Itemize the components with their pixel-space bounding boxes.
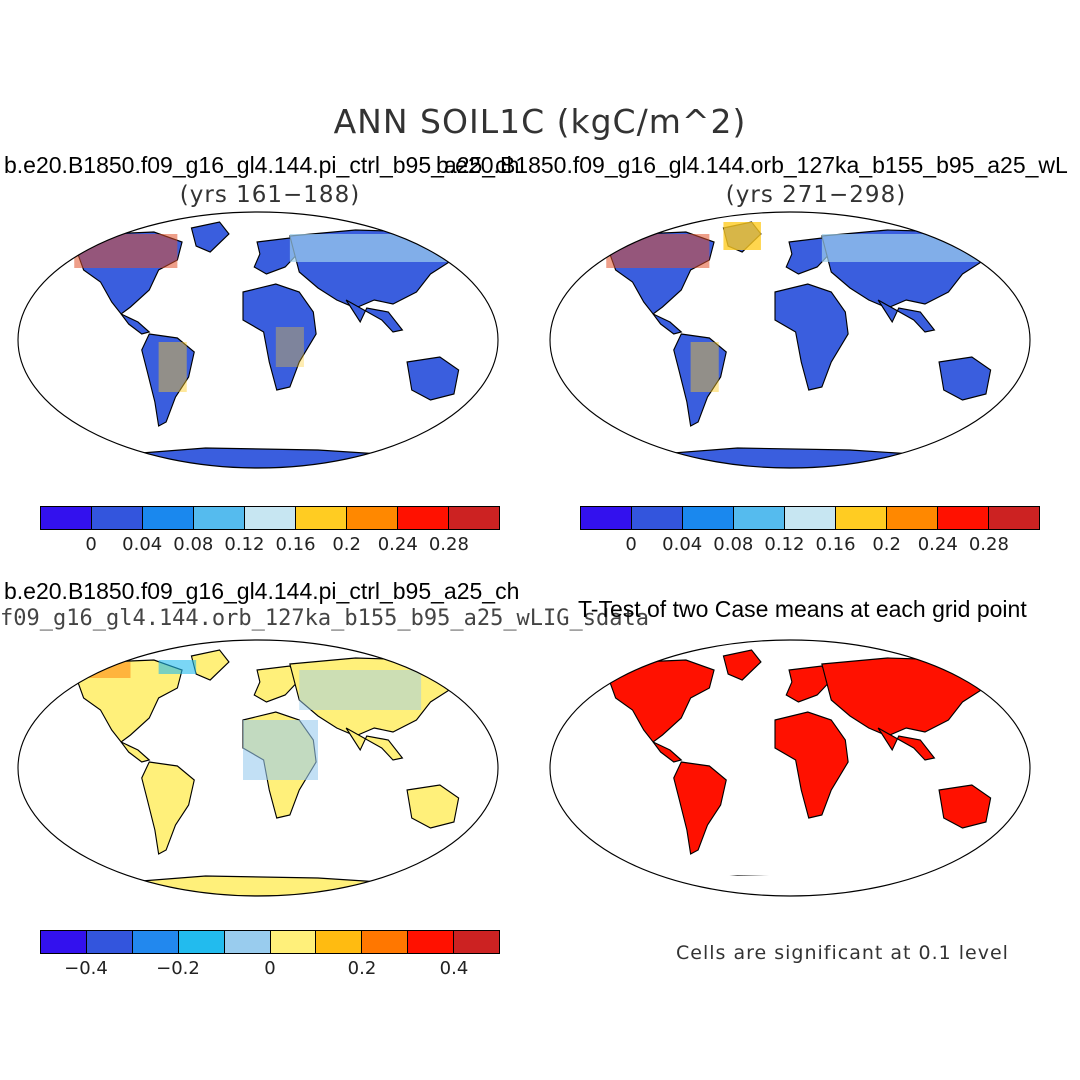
colorbar-swatch <box>784 507 835 529</box>
colorbar-swatch <box>407 931 454 953</box>
colorbar-swatch <box>835 507 886 529</box>
colorbar-swatch <box>733 507 784 529</box>
colorbar-swatch <box>193 507 244 529</box>
colorbar-tick-label: 0.2 <box>872 534 901 555</box>
colorbar-swatch <box>397 507 448 529</box>
colorbar-top-left <box>40 506 500 530</box>
bottom-left-subtitle: f09_g16_gl4.144.orb_127ka_b155_b95_a25_w… <box>0 606 650 631</box>
colorbar-top-right-labels: 0 0.04 0.08 0.12 0.16 0.2 0.24 0.28 <box>580 534 1040 558</box>
colorbar-swatch <box>361 931 408 953</box>
colorbar-swatch <box>85 931 132 953</box>
colorbar-swatch <box>682 507 733 529</box>
colorbar-tick-label: 0 <box>625 534 637 555</box>
top-left-years: (yrs 161−188) <box>179 182 361 208</box>
colorbar-bottom-left-labels: −0.4 −0.2 0 0.2 0.4 <box>40 958 500 982</box>
colorbar-swatch <box>988 507 1039 529</box>
map-top-left <box>17 211 499 469</box>
colorbar-swatch <box>937 507 988 529</box>
colorbar-bottom-left <box>40 930 500 954</box>
colorbar-tick-label: 0.4 <box>439 958 469 979</box>
colorbar-swatch <box>244 507 295 529</box>
colorbar-top-left-labels: 0 0.04 0.08 0.12 0.16 0.2 0.24 0.28 <box>40 534 500 558</box>
colorbar-top-right <box>580 506 1040 530</box>
colorbar-swatch <box>631 507 682 529</box>
map-bottom-left <box>17 639 499 897</box>
colorbar-swatch <box>581 507 631 529</box>
colorbar-swatch <box>91 507 142 529</box>
colorbar-swatch <box>886 507 937 529</box>
colorbar-tick-label: 0.04 <box>662 534 703 555</box>
colorbar-swatch <box>177 931 224 953</box>
colorbar-tick-label: 0 <box>85 534 97 555</box>
colorbar-swatch <box>346 507 397 529</box>
ttest-title: T-Test of two Case means at each grid po… <box>578 596 1027 622</box>
map-bottom-right <box>549 639 1031 897</box>
colorbar-tick-label: −0.4 <box>64 958 108 979</box>
map-top-right <box>549 211 1031 469</box>
colorbar-tick-label: 0.2 <box>347 958 377 979</box>
colorbar-tick-label: 0.08 <box>713 534 754 555</box>
colorbar-swatch <box>41 931 86 953</box>
colorbar-tick-label: 0.2 <box>332 534 361 555</box>
top-right-years: (yrs 271−298) <box>725 182 907 208</box>
colorbar-swatch <box>295 507 346 529</box>
colorbar-swatch <box>223 931 270 953</box>
colorbar-swatch <box>131 931 178 953</box>
colorbar-swatch <box>41 507 91 529</box>
significance-note: Cells are significant at 0.1 level <box>676 942 1009 964</box>
colorbar-tick-label: −0.2 <box>156 958 200 979</box>
top-right-case-name: b.e20.B1850.f09_g16_gl4.144.orb_127ka_b1… <box>436 152 1068 178</box>
colorbar-tick-label: 0.16 <box>275 534 316 555</box>
colorbar-swatch <box>142 507 193 529</box>
colorbar-tick-label: 0.24 <box>917 534 958 555</box>
colorbar-swatch <box>269 931 316 953</box>
colorbar-tick-label: 0.28 <box>428 534 469 555</box>
colorbar-tick-label: 0.28 <box>968 534 1009 555</box>
colorbar-swatch <box>453 931 500 953</box>
colorbar-tick-label: 0.12 <box>764 534 805 555</box>
colorbar-swatch <box>315 931 362 953</box>
colorbar-swatch <box>448 507 499 529</box>
colorbar-tick-label: 0.12 <box>224 534 265 555</box>
colorbar-tick-label: 0.16 <box>815 534 856 555</box>
bottom-left-case-name: b.e20.B1850.f09_g16_gl4.144.pi_ctrl_b95_… <box>4 578 520 604</box>
colorbar-tick-label: 0 <box>264 958 276 979</box>
figure-title: ANN SOIL1C (kgC/m^2) <box>333 102 747 141</box>
colorbar-tick-label: 0.04 <box>122 534 163 555</box>
colorbar-tick-label: 0.24 <box>377 534 418 555</box>
colorbar-tick-label: 0.08 <box>173 534 214 555</box>
top-left-case-name: b.e20.B1850.f09_g16_gl4.144.pi_ctrl_b95_… <box>4 152 520 178</box>
